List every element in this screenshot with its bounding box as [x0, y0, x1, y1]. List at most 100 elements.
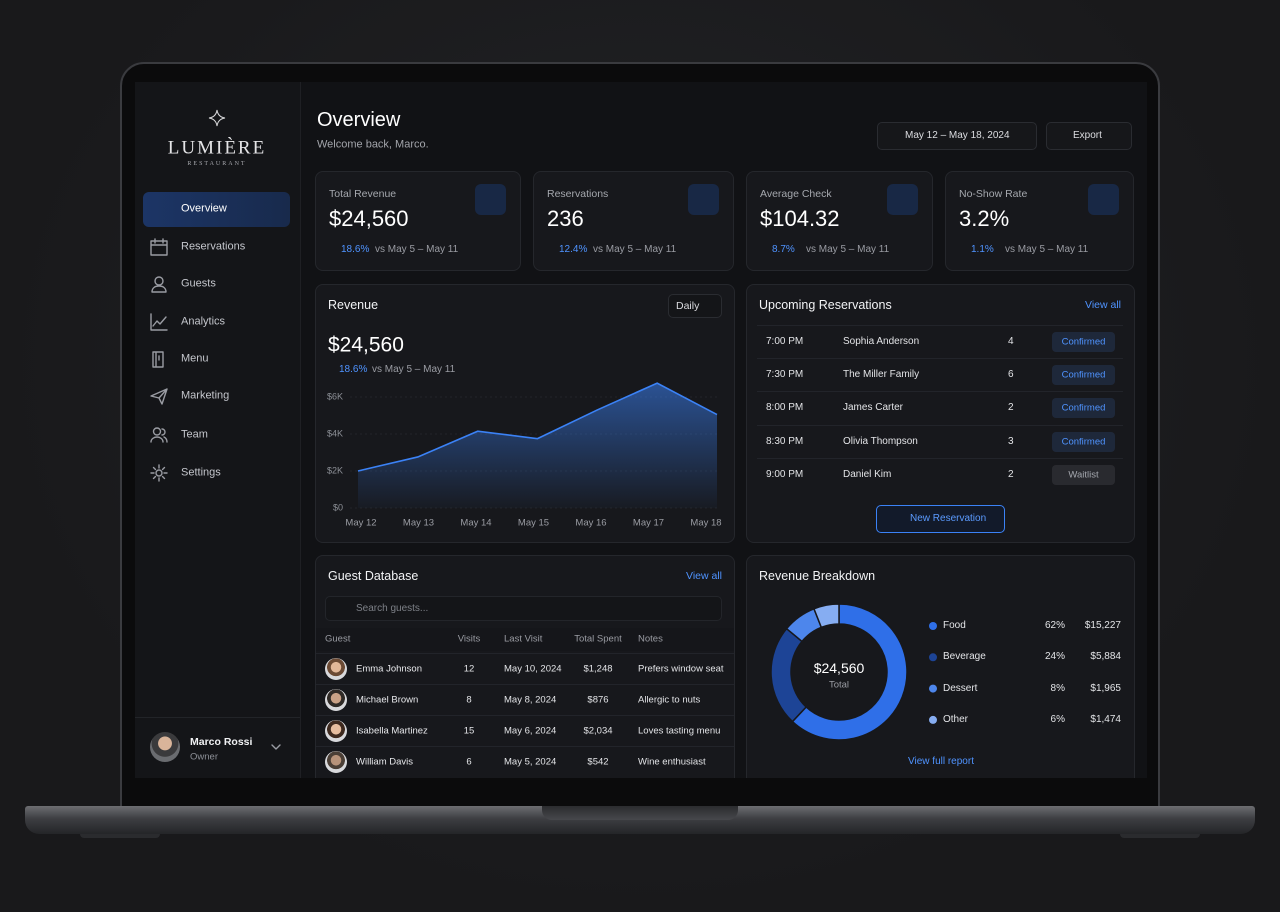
- guest-notes: Prefers window seat: [638, 663, 724, 675]
- export-label[interactable]: Export: [1073, 130, 1102, 141]
- kpi-label: Average Check: [760, 187, 832, 200]
- status-badge: [1052, 431, 1115, 452]
- nav-item[interactable]: Reservations: [181, 240, 246, 253]
- row-divider: [757, 358, 1123, 360]
- new-reservation-button[interactable]: [876, 505, 1005, 533]
- kpi-icon-box: [887, 184, 918, 215]
- icon: [150, 388, 168, 405]
- user-role: Owner: [190, 751, 218, 763]
- y-tick-label: $6K: [326, 391, 343, 402]
- search-placeholder[interactable]: Search guests...: [356, 603, 429, 614]
- column-header: Visits: [457, 633, 481, 645]
- laptop-notch: [542, 806, 738, 820]
- chart-total: $24,560: [328, 333, 404, 357]
- nav-item[interactable]: Analytics: [181, 315, 226, 328]
- donut-center-label: Total: [828, 679, 850, 691]
- period-label[interactable]: Daily: [676, 299, 700, 312]
- date-button[interactable]: [877, 122, 1037, 150]
- donut-segment: [770, 627, 808, 723]
- guest-name: Isabella Martinez: [356, 725, 428, 737]
- nav-item[interactable]: Settings: [181, 466, 221, 479]
- guest-last-visit: May 8, 2024: [504, 694, 557, 706]
- page-title: Overview: [317, 109, 401, 131]
- nav-item[interactable]: Guests: [181, 277, 216, 290]
- sidebar-divider: [135, 717, 300, 718]
- guest-avatar: [325, 751, 347, 773]
- res-name: Daniel Kim: [843, 468, 892, 480]
- legend-amount: $1,965: [1090, 682, 1121, 694]
- kpi-icon-box: [1088, 184, 1119, 215]
- guest-name: Emma Johnson: [356, 663, 423, 675]
- legend-amount: $5,884: [1090, 651, 1121, 663]
- res-party: 6: [1008, 369, 1014, 381]
- nav-item[interactable]: Menu: [181, 352, 209, 365]
- view-all-link[interactable]: View all: [686, 569, 722, 582]
- status-badge: [1052, 464, 1115, 485]
- donut-segment: [791, 603, 908, 741]
- icon: [150, 313, 168, 331]
- export-button[interactable]: [1046, 122, 1132, 150]
- legend-label: Other: [943, 713, 969, 725]
- legend-dot: [929, 715, 937, 724]
- kpi-value: $104.32: [760, 206, 840, 231]
- legend-dot: [929, 622, 937, 630]
- legend-amount: $15,227: [1084, 620, 1121, 631]
- status-label: Confirmed: [1061, 369, 1106, 381]
- chart-comparison: vs May 5 – May 11: [372, 364, 456, 375]
- nav-item[interactable]: Team: [181, 428, 208, 441]
- logo-star: [208, 109, 226, 127]
- res-name: The Miller Family: [843, 369, 920, 381]
- button-label[interactable]: New Reservation: [910, 513, 987, 524]
- icon: [152, 351, 164, 368]
- kpi-label: Reservations: [547, 187, 609, 200]
- row-divider: [757, 391, 1123, 393]
- kpi-change: 1.1%: [971, 244, 994, 255]
- legend-label: Beverage: [943, 651, 986, 663]
- kpi-change: 8.7%: [772, 244, 795, 255]
- kpi-value: 236: [547, 206, 584, 231]
- res-name: James Carter: [843, 402, 904, 414]
- kpi-comparison: vs May 5 – May 11: [375, 244, 459, 255]
- icon: [271, 744, 281, 750]
- period-select[interactable]: [668, 294, 722, 318]
- y-tick-label: $4K: [326, 428, 343, 439]
- guests-card: [315, 555, 735, 778]
- icon: [150, 238, 168, 256]
- res-time: 7:30 PM: [766, 369, 804, 381]
- legend-dot: [929, 653, 937, 662]
- legend-label: Dessert: [943, 682, 978, 694]
- donut-center-value: $24,560: [813, 660, 865, 676]
- kpi-change: 12.4%: [559, 244, 588, 255]
- breakdown-card: [746, 555, 1135, 778]
- view-all-link[interactable]: View all: [1085, 298, 1121, 311]
- guest-name: William Davis: [356, 756, 413, 768]
- card-title: Guest Database: [328, 568, 419, 583]
- guest-visits: 12: [463, 663, 475, 675]
- table-header-bg: [316, 628, 734, 651]
- date-range[interactable]: May 12 – May 18, 2024: [905, 130, 1010, 141]
- nav-item[interactable]: Marketing: [181, 389, 230, 402]
- res-time: 9:00 PM: [766, 468, 804, 480]
- search-box[interactable]: [325, 596, 722, 621]
- avatar: [150, 732, 180, 762]
- page-subtitle: Welcome back, Marco.: [317, 138, 429, 151]
- column-header: Guest: [325, 633, 351, 645]
- legend-amount: $1,474: [1090, 713, 1121, 725]
- guest-name: Michael Brown: [356, 694, 419, 706]
- line: [357, 382, 718, 472]
- reservations-card: [746, 284, 1135, 543]
- kpi-comparison: vs May 5 – May 11: [593, 244, 677, 255]
- nav-item[interactable]: Overview: [181, 202, 227, 215]
- row-divider: [757, 325, 1123, 326]
- view-report-link[interactable]: View full report: [908, 756, 974, 767]
- legend-percent: 6%: [1050, 713, 1065, 725]
- status-label: Confirmed: [1061, 435, 1106, 447]
- res-name: Sophia Anderson: [843, 336, 920, 347]
- row-divider: [316, 746, 734, 747]
- guest-notes: Allergic to nuts: [638, 694, 701, 706]
- x-tick-label: May 17: [632, 517, 665, 529]
- legend-percent: 24%: [1044, 651, 1065, 663]
